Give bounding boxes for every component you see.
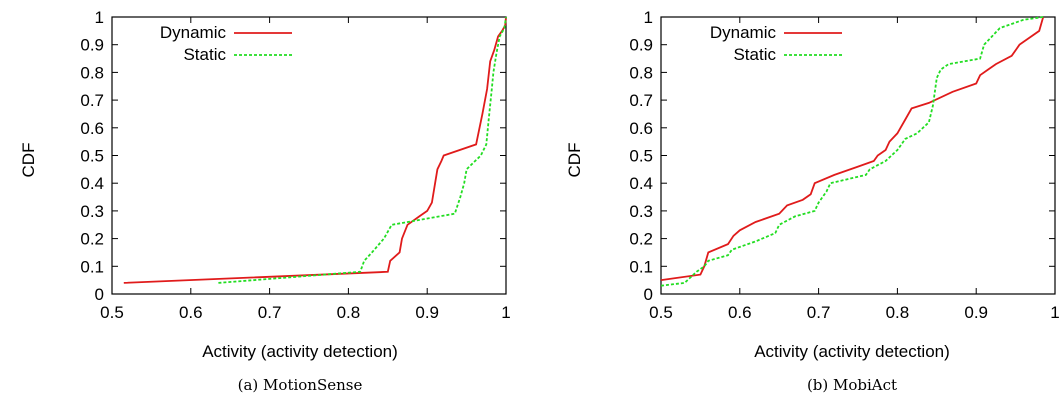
caption-b: (b) MobiAct — [807, 376, 897, 394]
series-b — [660, 16, 1045, 287]
panel-mobiact: 00.10.20.30.40.50.60.70.80.91 0.5 0.6 0.7 0… — [565, 8, 1060, 394]
x-tick-label-b-3: 0.8 — [886, 303, 910, 322]
y-tick-label-b-5: 0.5 — [629, 147, 653, 166]
y-tick-label-a-0: 0 — [95, 285, 104, 304]
y-tick-label-a-7: 0.7 — [80, 91, 104, 110]
panel-motionsense: 00.10.20.30.40.50.60.70.80.91 0.5 0.6 0.7 0… — [19, 8, 511, 394]
x-axis-label-b: Activity (activity detection) — [754, 342, 950, 361]
y-tick-label-b-4: 0.4 — [629, 174, 653, 193]
x-ticks-a: 0.5 0.6 0.7 0.8 0.9 1 — [100, 17, 511, 322]
y-ticks-b: 0 0.1 0.2 0.3 0.4 0.5 0.6 0.7 0.8 0.9 1 — [629, 8, 1055, 304]
x-axis-label-a: Activity (activity detection) — [202, 342, 398, 361]
y-axis-label-b: CDF — [565, 143, 584, 178]
series-line-static-a — [218, 16, 507, 284]
y-tick-label-a-9: 0.9 — [80, 36, 104, 55]
x-tick-label-b-0: 0.5 — [649, 303, 673, 322]
x-tick-label-b-4: 0.9 — [964, 303, 988, 322]
y-tick-label-b-3: 0.3 — [629, 202, 653, 221]
y-tick-label-a-8: 0.8 — [80, 63, 104, 82]
x-tick-label-a-4: 0.9 — [415, 303, 439, 322]
y-ticks-a: 0 0.1 0.2 0.3 0.4 0.5 0.6 0.7 0.8 0.9 1 — [80, 8, 506, 304]
y-tick-label-a-4: 0.4 — [80, 174, 104, 193]
x-tick-label-a-2: 0.7 — [258, 303, 282, 322]
x-tick-label-b-2: 0.7 — [807, 303, 831, 322]
y-tick-label-b-9: 0.9 — [629, 36, 653, 55]
y-tick-label-b-0: 0 — [644, 285, 653, 304]
x-tick-label-b-5: 1 — [1050, 303, 1059, 322]
y-tick-label-a-3: 0.3 — [80, 202, 104, 221]
y-tick-label-b-6: 0.6 — [629, 119, 653, 138]
y-tick-label-a-10: 1 — [95, 8, 104, 27]
legend-a: Dynamic Static — [160, 23, 292, 64]
x-tick-label-b-1: 0.6 — [728, 303, 752, 322]
legend-label-dynamic-a: Dynamic — [160, 23, 227, 42]
y-tick-label-b-2: 0.2 — [629, 230, 653, 249]
y-tick-label-a-5: 0.5 — [80, 147, 104, 166]
legend-label-static-b: Static — [733, 45, 776, 64]
legend-b: Dynamic Static — [710, 23, 842, 64]
y-tick-label-b-10: 1 — [644, 8, 653, 27]
y-tick-label-b-7: 0.7 — [629, 91, 653, 110]
legend-label-static-a: Static — [183, 45, 226, 64]
x-tick-label-a-0: 0.5 — [100, 303, 124, 322]
series-a — [123, 16, 507, 284]
y-tick-label-b-1: 0.1 — [629, 257, 653, 276]
y-tick-label-a-2: 0.2 — [80, 230, 104, 249]
plot-frame-a — [111, 16, 507, 295]
series-line-dynamic-b — [660, 16, 1045, 281]
caption-a: (a) MotionSense — [238, 376, 363, 394]
y-axis-label-a: CDF — [19, 143, 38, 178]
legend-label-dynamic-b: Dynamic — [710, 23, 777, 42]
x-tick-label-a-1: 0.6 — [179, 303, 203, 322]
series-line-dynamic-a — [123, 16, 507, 284]
x-tick-label-a-3: 0.8 — [337, 303, 361, 322]
y-tick-label-a-6: 0.6 — [80, 119, 104, 138]
series-line-static-b — [660, 16, 1044, 287]
plot-frame-b — [660, 16, 1056, 295]
y-tick-label-b-8: 0.8 — [629, 63, 653, 82]
x-tick-label-a-5: 1 — [501, 303, 510, 322]
x-ticks-b: 0.5 0.6 0.7 0.8 0.9 1 — [649, 17, 1060, 322]
y-tick-label-a-1: 0.1 — [80, 257, 104, 276]
